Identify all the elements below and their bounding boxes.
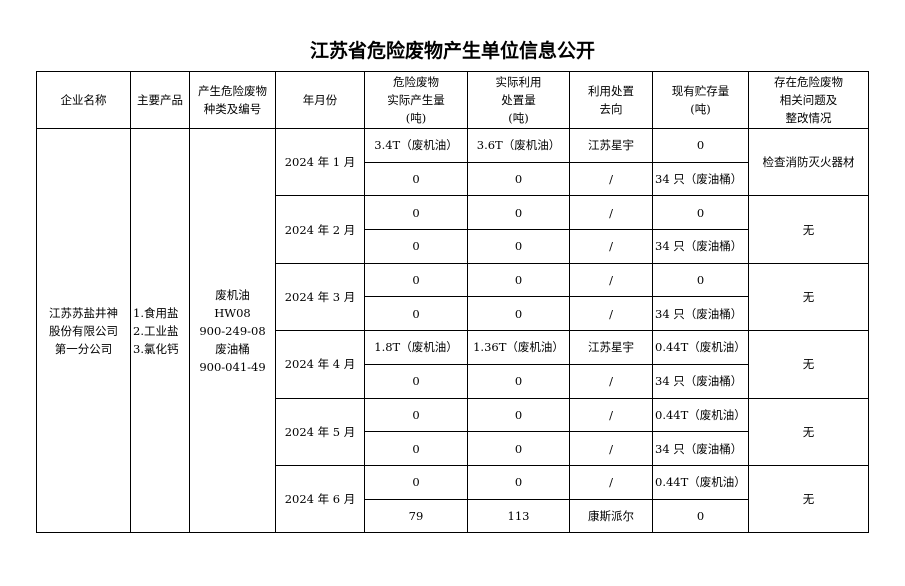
disposed-cell: 0 bbox=[467, 296, 570, 332]
stock-cell: 0 bbox=[652, 262, 749, 298]
disposed-cell: 113 bbox=[467, 498, 570, 534]
stock-cell: 0 bbox=[652, 498, 749, 534]
generated-cell: 0 bbox=[364, 397, 468, 433]
disposed-cell: 0 bbox=[467, 195, 570, 231]
destination-cell: 康斯派尔 bbox=[569, 498, 653, 534]
issue-cell: 无 bbox=[748, 262, 869, 332]
company-name: 江苏苏盐井神 股份有限公司 第一分公司 bbox=[36, 127, 131, 534]
disposed-cell: 0 bbox=[467, 262, 570, 298]
generated-cell: 0 bbox=[364, 363, 468, 399]
header-waste-types: 产生危险废物 种类及编号 bbox=[189, 71, 276, 129]
month-cell: 2024 年 6 月 bbox=[275, 464, 365, 534]
issue-cell: 无 bbox=[748, 464, 869, 534]
disposed-cell: 1.36T（废机油） bbox=[467, 330, 570, 365]
table-row: 江苏苏盐井神 股份有限公司 第一分公司 1.食用盐 2.工业盐 3.氯化钙 废机油 … bbox=[36, 127, 869, 534]
header-row: 企业名称 主要产品 产生危险废物 种类及编号 年月份 危险废物 实际产生量 (吨… bbox=[36, 71, 869, 129]
stock-cell: 34 只（废油桶） bbox=[652, 296, 749, 332]
destination-cell: / bbox=[569, 229, 653, 264]
hazardous-waste-table: 企业名称 主要产品 产生危险废物 种类及编号 年月份 危险废物 实际产生量 (吨… bbox=[36, 71, 869, 534]
header-destination: 利用处置 去向 bbox=[569, 71, 653, 129]
stock-cell: 34 只（废油桶） bbox=[652, 431, 749, 466]
generated-cell: 0 bbox=[364, 262, 468, 298]
generated-cell: 0 bbox=[364, 296, 468, 332]
stock-cell: 0.44T（废机油） bbox=[652, 464, 749, 500]
generated-cell: 0 bbox=[364, 161, 468, 197]
destination-cell: / bbox=[569, 363, 653, 399]
header-issues: 存在危险废物 相关问题及 整改情况 bbox=[748, 71, 869, 129]
table-row: 2024 年 5 月 0 0/0.44T（废机油）无 bbox=[37, 397, 869, 466]
disposed-cell: 0 bbox=[467, 363, 570, 399]
destination-cell: / bbox=[569, 195, 653, 231]
table-row: 0 0/34 只（废油桶） bbox=[37, 161, 869, 197]
disposed-cell: 3.6T（废机油） bbox=[467, 128, 570, 163]
stock-cell: 34 只（废油桶） bbox=[652, 229, 749, 264]
generated-cell: 0 bbox=[364, 229, 468, 264]
generated-cell: 0 bbox=[364, 431, 468, 466]
month-cell: 2024 年 2 月 bbox=[275, 195, 365, 264]
table-row: 79 113 康斯派尔 0 bbox=[37, 498, 869, 534]
table-row: 0 0/34 只（废油桶） bbox=[37, 296, 869, 332]
table-row: 0 0/34 只（废油桶） bbox=[37, 229, 869, 264]
month-cell: 2024 年 1 月 bbox=[275, 127, 365, 197]
stock-cell: 0.44T（废机油） bbox=[652, 397, 749, 433]
stock-cell: 34 只（废油桶） bbox=[652, 161, 749, 197]
main-products: 1.食用盐 2.工业盐 3.氯化钙 bbox=[130, 127, 190, 534]
header-stock: 现有贮存量 (吨) bbox=[652, 71, 749, 129]
destination-cell: / bbox=[569, 397, 653, 433]
destination-cell: / bbox=[569, 262, 653, 298]
disposed-cell: 0 bbox=[467, 229, 570, 264]
issue-cell: 无 bbox=[748, 397, 869, 466]
destination-cell: / bbox=[569, 161, 653, 197]
generated-cell: 3.4T（废机油） bbox=[364, 128, 468, 163]
table-row: 2024 年 2 月 0 0/0 无 bbox=[37, 195, 869, 264]
header-company: 企业名称 bbox=[36, 71, 131, 129]
header-products: 主要产品 bbox=[130, 71, 190, 129]
disposed-cell: 0 bbox=[467, 161, 570, 197]
generated-cell: 0 bbox=[364, 195, 468, 231]
generated-cell: 79 bbox=[364, 498, 468, 534]
month-cell: 2024 年 4 月 bbox=[275, 330, 365, 399]
month-cell: 2024 年 5 月 bbox=[275, 397, 365, 466]
issue-cell: 无 bbox=[748, 195, 869, 264]
destination-cell: / bbox=[569, 296, 653, 332]
disposed-cell: 0 bbox=[467, 431, 570, 466]
generated-cell: 0 bbox=[364, 464, 468, 500]
table-row: 0 0/34 只（废油桶） bbox=[37, 363, 869, 399]
stock-cell: 0 bbox=[652, 128, 749, 163]
header-disposed: 实际利用 处置量 (吨) bbox=[467, 71, 570, 129]
stock-cell: 0.44T（废机油） bbox=[652, 330, 749, 365]
stock-cell: 34 只（废油桶） bbox=[652, 363, 749, 399]
waste-types: 废机油 HW08 900-249-08 废油桶 900-041-49 bbox=[189, 127, 276, 534]
stock-cell: 0 bbox=[652, 195, 749, 231]
page-title: 江苏省危险废物产生单位信息公开 bbox=[309, 40, 595, 62]
header-generated: 危险废物 实际产生量 (吨) bbox=[364, 71, 468, 129]
issue-cell: 检查消防灭火器材 bbox=[748, 127, 869, 197]
disposed-cell: 0 bbox=[467, 397, 570, 433]
month-cell: 2024 年 3 月 bbox=[275, 262, 365, 332]
issue-cell: 无 bbox=[748, 330, 869, 399]
disposed-cell: 0 bbox=[467, 464, 570, 500]
destination-cell: 江苏星宇 bbox=[569, 330, 653, 365]
destination-cell: / bbox=[569, 464, 653, 500]
destination-cell: 江苏星宇 bbox=[569, 128, 653, 163]
header-month: 年月份 bbox=[275, 71, 365, 129]
destination-cell: / bbox=[569, 431, 653, 466]
generated-cell: 1.8T（废机油） bbox=[364, 330, 468, 365]
